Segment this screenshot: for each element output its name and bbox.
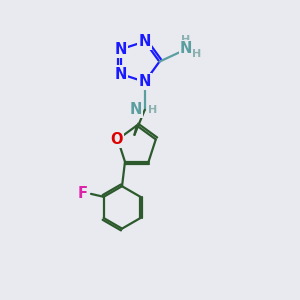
Text: H: H bbox=[181, 35, 190, 45]
Text: N: N bbox=[115, 67, 127, 82]
Text: N: N bbox=[130, 102, 142, 117]
Text: H: H bbox=[148, 105, 158, 115]
Text: N: N bbox=[139, 74, 151, 89]
Text: O: O bbox=[110, 132, 122, 147]
Text: H: H bbox=[192, 49, 201, 59]
Text: F: F bbox=[78, 186, 88, 201]
Text: N: N bbox=[180, 41, 192, 56]
Text: N: N bbox=[115, 42, 127, 57]
Text: N: N bbox=[139, 34, 151, 49]
